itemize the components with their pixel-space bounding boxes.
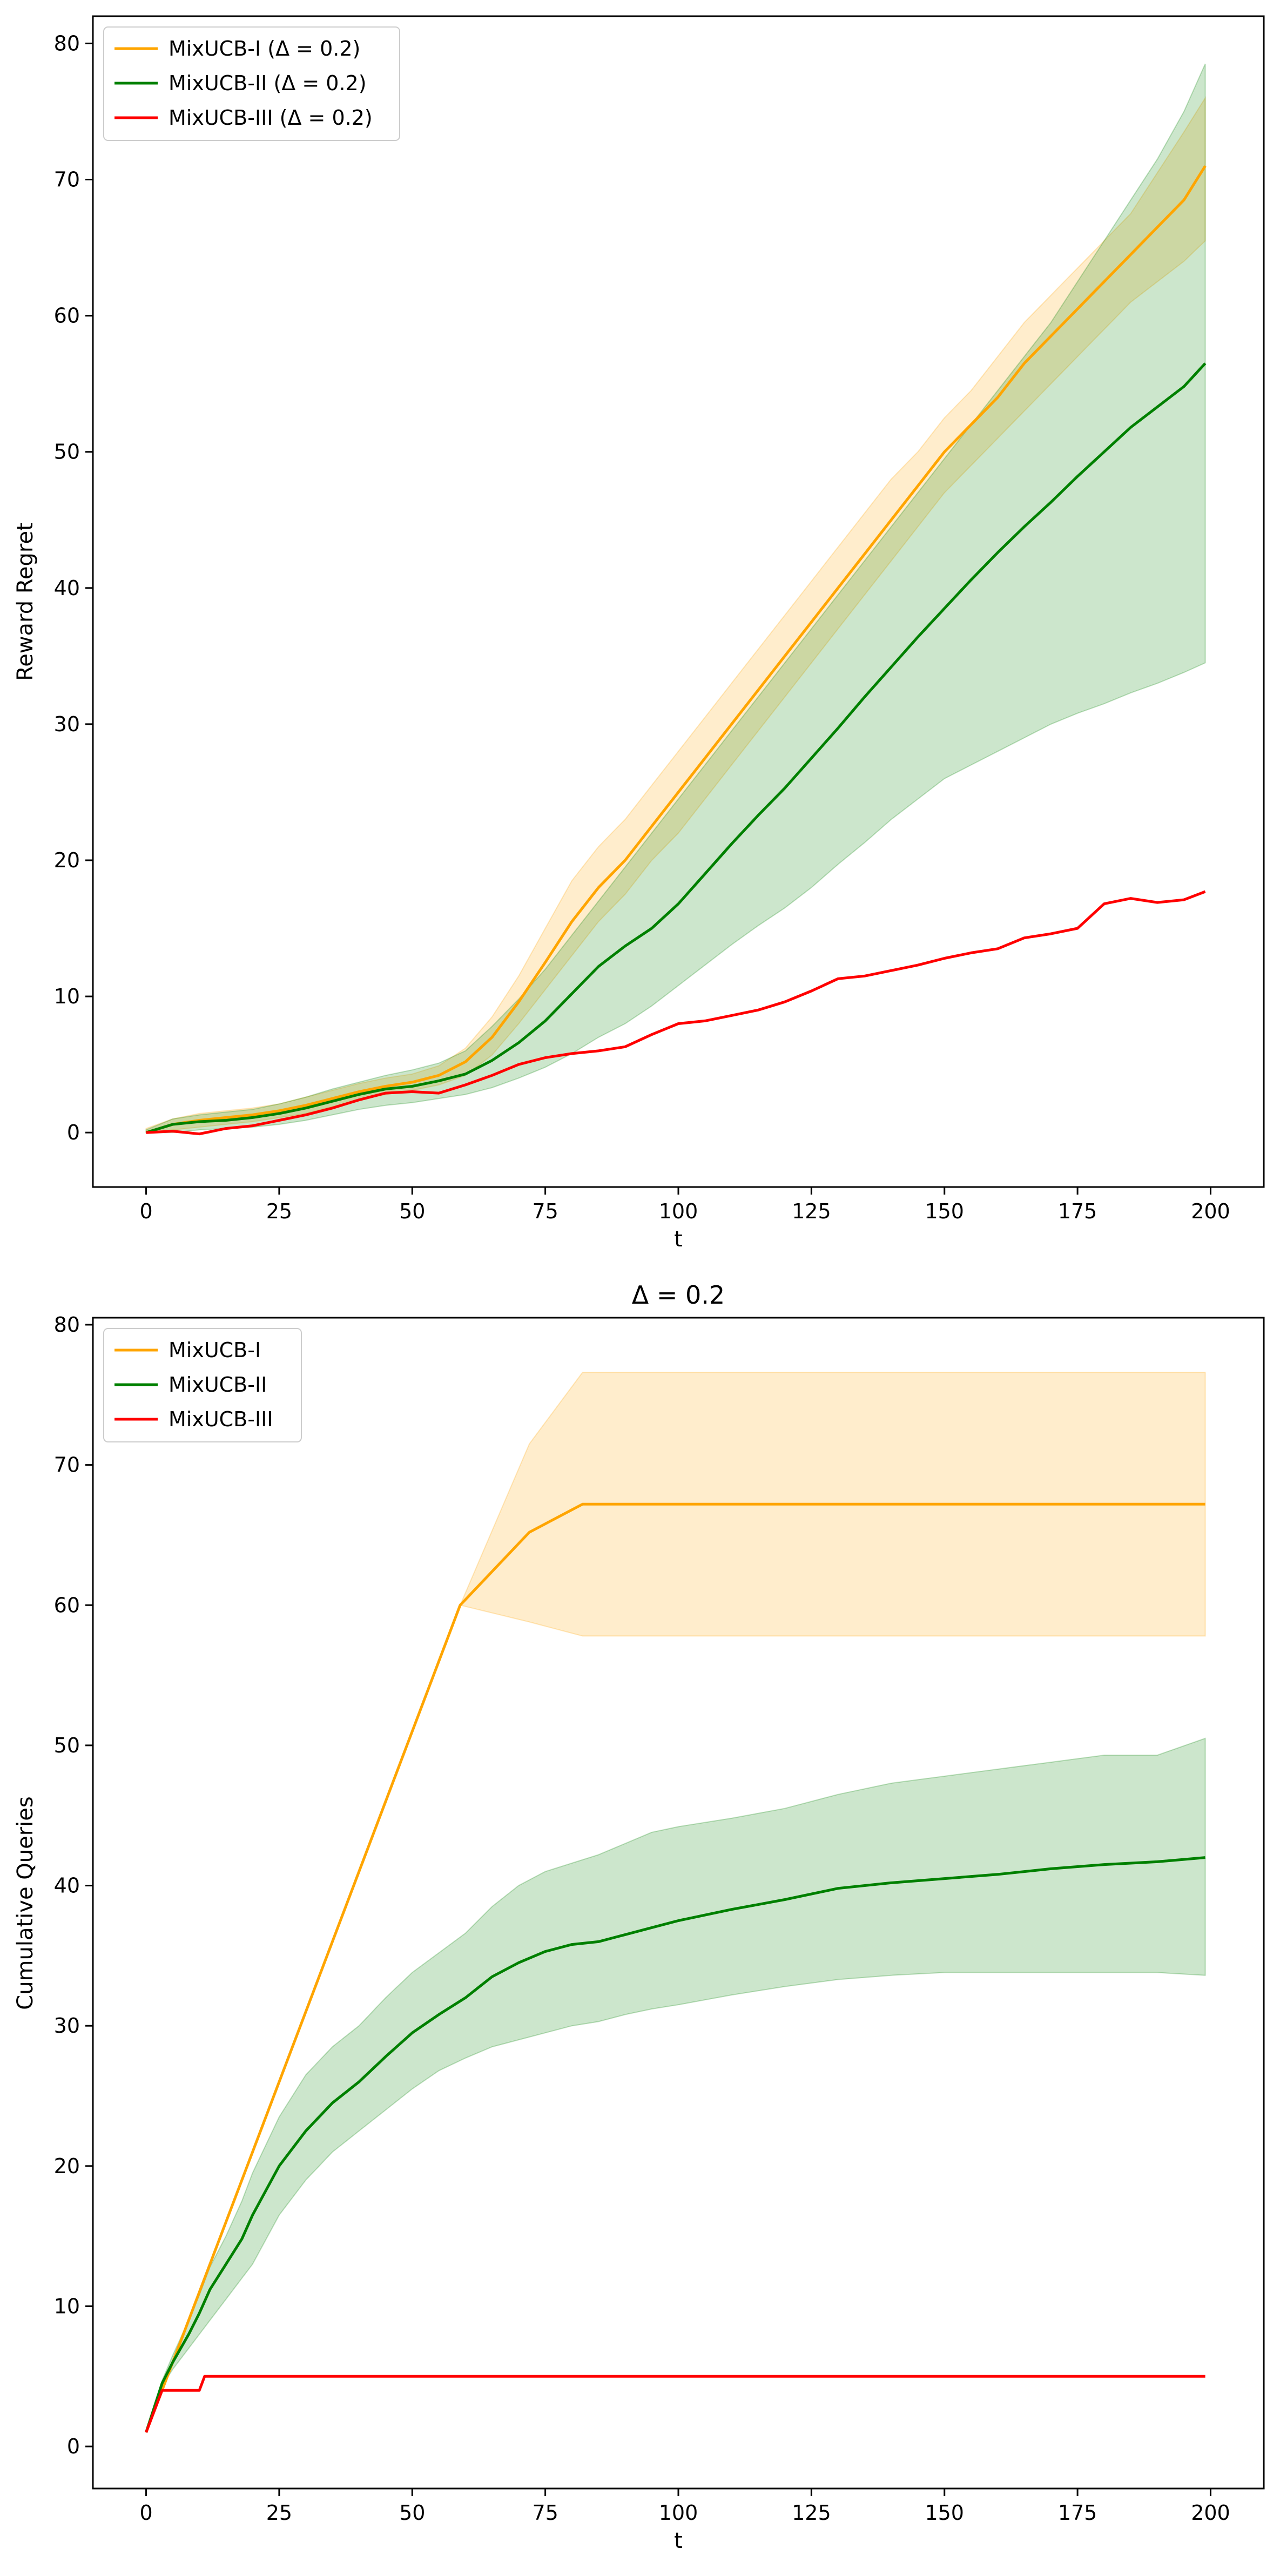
legend: MixUCB-I MixUCB-II MixUCB-III [103,1328,302,1442]
y-tick-label: 80 [54,31,80,55]
legend-label: MixUCB-II [169,1373,267,1397]
series-line-0 [145,1502,1205,2433]
x-tick-label: 100 [659,2501,698,2525]
x-tick-label: 50 [399,1199,425,1223]
x-tick-label: 200 [1191,2501,1230,2525]
y-tick-label: 30 [54,712,80,736]
y-tick-label: 40 [54,1874,80,1898]
y-tick-label: 50 [54,440,80,464]
series-line-1 [145,1856,1205,2433]
series-line-2 [145,2375,1205,2433]
x-tick-label: 100 [659,1199,698,1223]
y-tick-label: 60 [54,1593,80,1617]
legend-label: MixUCB-I [169,1338,261,1362]
x-tick-label: 0 [139,1199,152,1223]
x-tick-label: 125 [792,1199,831,1223]
series-line-1 [145,362,1207,1134]
x-tick-label: 75 [532,1199,558,1223]
confidence-band-1 [145,63,1206,1134]
x-axis-label: t [674,1227,683,1252]
x-tick-label: 125 [792,2501,831,2525]
x-tick-label: 75 [532,2501,558,2525]
y-tick-label: 10 [54,2294,80,2318]
x-tick-label: 25 [266,1199,292,1223]
y-tick-label: 70 [54,168,80,192]
y-tick-label: 20 [54,2154,80,2178]
y-tick-label: 0 [67,2435,80,2458]
y-tick-label: 70 [54,1453,80,1477]
y-tick-label: 50 [54,1734,80,1757]
x-tick-label: 0 [139,2501,152,2525]
x-axis-label: t [674,2528,683,2553]
x-tick-label: 175 [1058,2501,1097,2525]
confidence-band-0 [145,96,1206,1134]
y-tick-label: 40 [54,576,80,600]
y-tick-label: 30 [54,2014,80,2038]
y-tick-label: 10 [54,984,80,1008]
y-axis-label: Cumulative Queries [13,1796,38,2009]
legend-label: MixUCB-I (Δ = 0.2) [169,37,360,60]
y-axis-label: Reward Regret [13,522,38,681]
series-line-2 [146,890,1206,1136]
reward-regret-panel: 0 25 50 75 100 125 150 175 200 0 10 20 30 40 50 60 70 80 t… [13,15,1265,1252]
legend-label: MixUCB-II (Δ = 0.2) [169,71,367,95]
y-tick-label: 20 [54,848,80,872]
x-tick-label: 50 [399,2501,425,2525]
legend-label: MixUCB-III [169,1407,273,1431]
cumulative-queries-panel: 0 25 50 75 100 125 150 175 200 0 10 20 30 40 50 60 70 80 t… [13,1280,1265,2553]
series-line-0 [145,165,1207,1134]
y-tick-label: 80 [54,1313,80,1337]
confidence-band-1 [145,1737,1206,2433]
legend-box [103,26,400,141]
y-tick-label: 60 [54,304,80,328]
legend: MixUCB-I (Δ = 0.2) MixUCB-II (Δ = 0.2) Mix… [103,26,400,141]
x-tick-label: 25 [266,2501,292,2525]
x-tick-label: 200 [1191,1199,1230,1223]
y-tick-label: 0 [67,1121,80,1144]
x-tick-label: 150 [925,1199,964,1223]
legend-box [103,1328,302,1442]
chart-title: Δ = 0.2 [632,1280,725,1310]
legend-label: MixUCB-III (Δ = 0.2) [169,106,373,130]
x-tick-label: 175 [1058,1199,1097,1223]
x-tick-label: 150 [925,2501,964,2525]
